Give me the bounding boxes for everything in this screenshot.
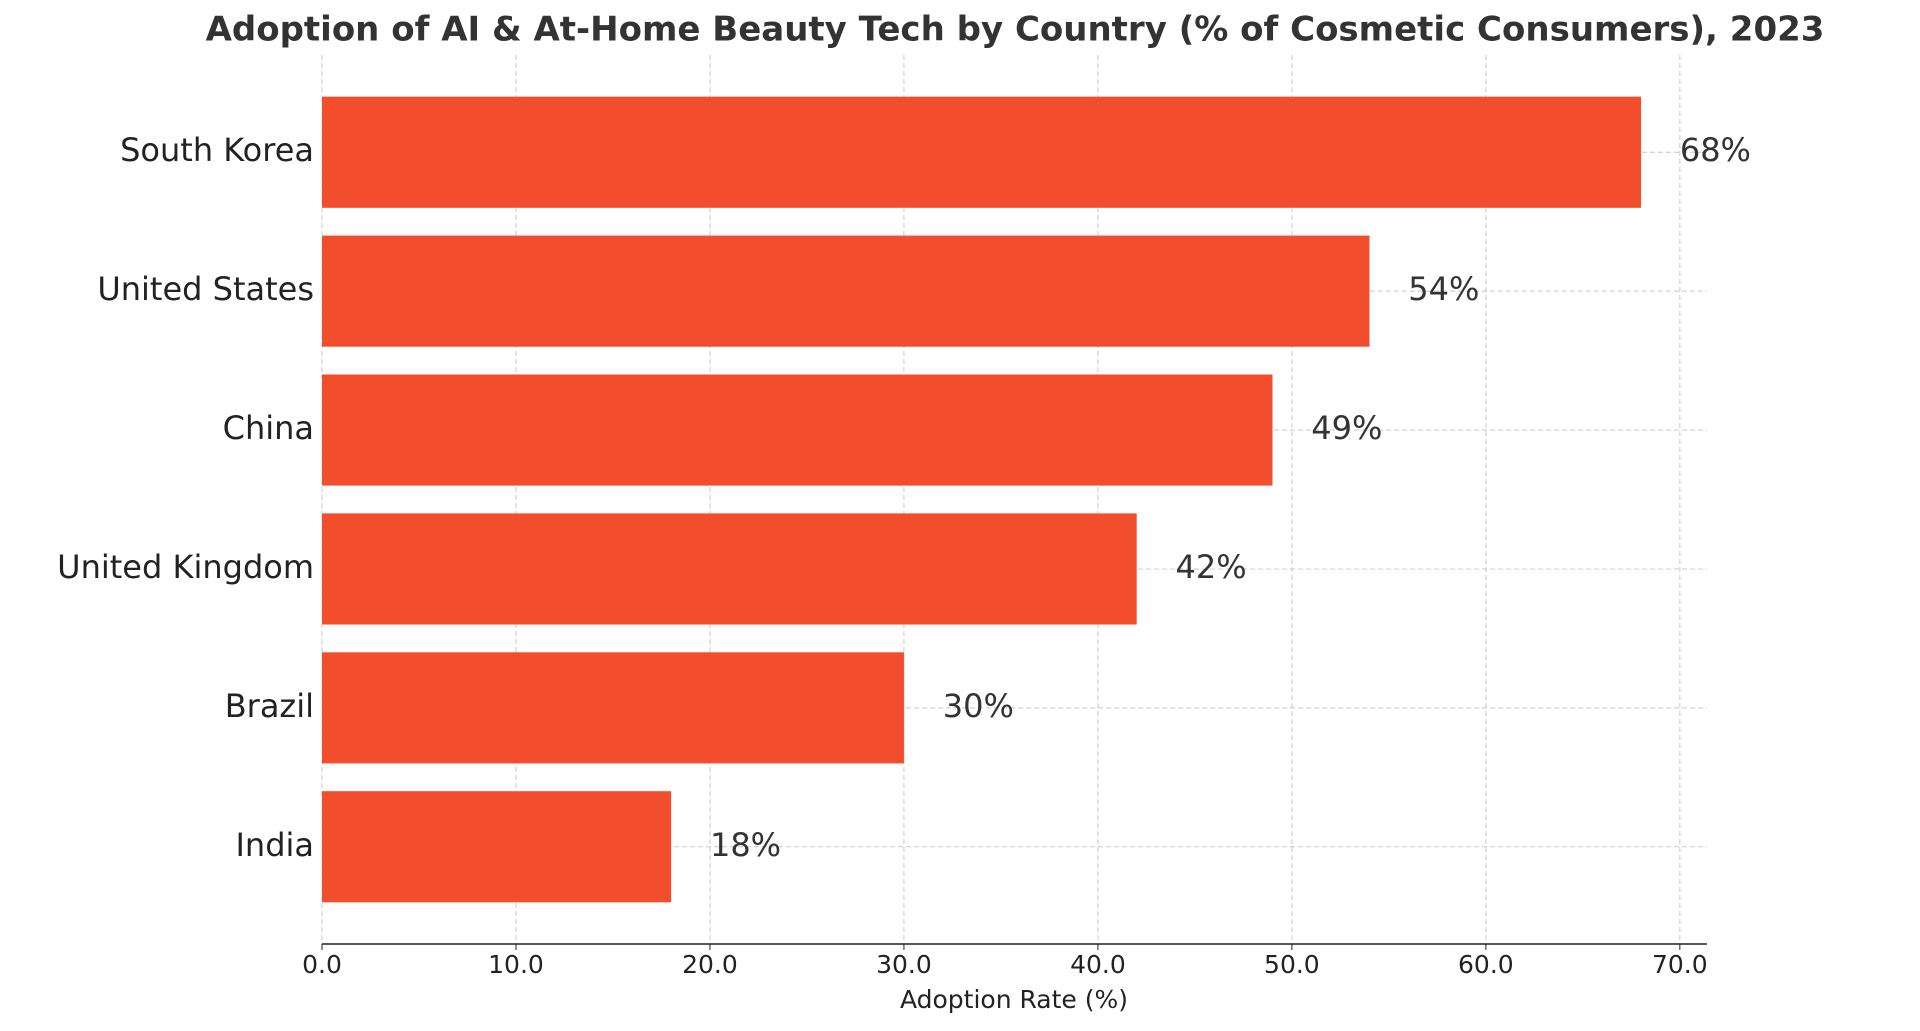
x-tick-label: 0.0 xyxy=(302,950,342,979)
value-label: 30% xyxy=(943,687,1014,725)
bar xyxy=(322,374,1273,486)
bar xyxy=(322,652,904,764)
y-tick-label: South Korea xyxy=(120,131,314,169)
value-label: 18% xyxy=(710,826,781,864)
bar xyxy=(322,235,1370,347)
y-tick-label: Brazil xyxy=(225,687,314,725)
y-tick-label: China xyxy=(223,409,314,447)
x-tick-label: 40.0 xyxy=(1070,950,1126,979)
value-label: 49% xyxy=(1311,409,1382,447)
x-tick-label: 20.0 xyxy=(682,950,738,979)
y-tick-label: United States xyxy=(97,270,314,308)
bar xyxy=(322,791,672,903)
x-tick-label: 30.0 xyxy=(876,950,932,979)
value-label: 68% xyxy=(1680,131,1751,169)
bar xyxy=(322,96,1642,208)
x-tick-label: 10.0 xyxy=(488,950,544,979)
y-tick-label: United Kingdom xyxy=(57,548,314,586)
y-tick-label: India xyxy=(235,826,314,864)
x-tick-label: 70.0 xyxy=(1652,950,1708,979)
x-tick-label: 60.0 xyxy=(1458,950,1514,979)
chart-title: Adoption of AI & At-Home Beauty Tech by … xyxy=(206,10,1825,50)
bar xyxy=(322,513,1137,625)
x-tick-label: 50.0 xyxy=(1264,950,1320,979)
value-label: 42% xyxy=(1176,548,1247,586)
value-label: 54% xyxy=(1408,270,1479,308)
x-axis-label: Adoption Rate (%) xyxy=(900,985,1128,1014)
